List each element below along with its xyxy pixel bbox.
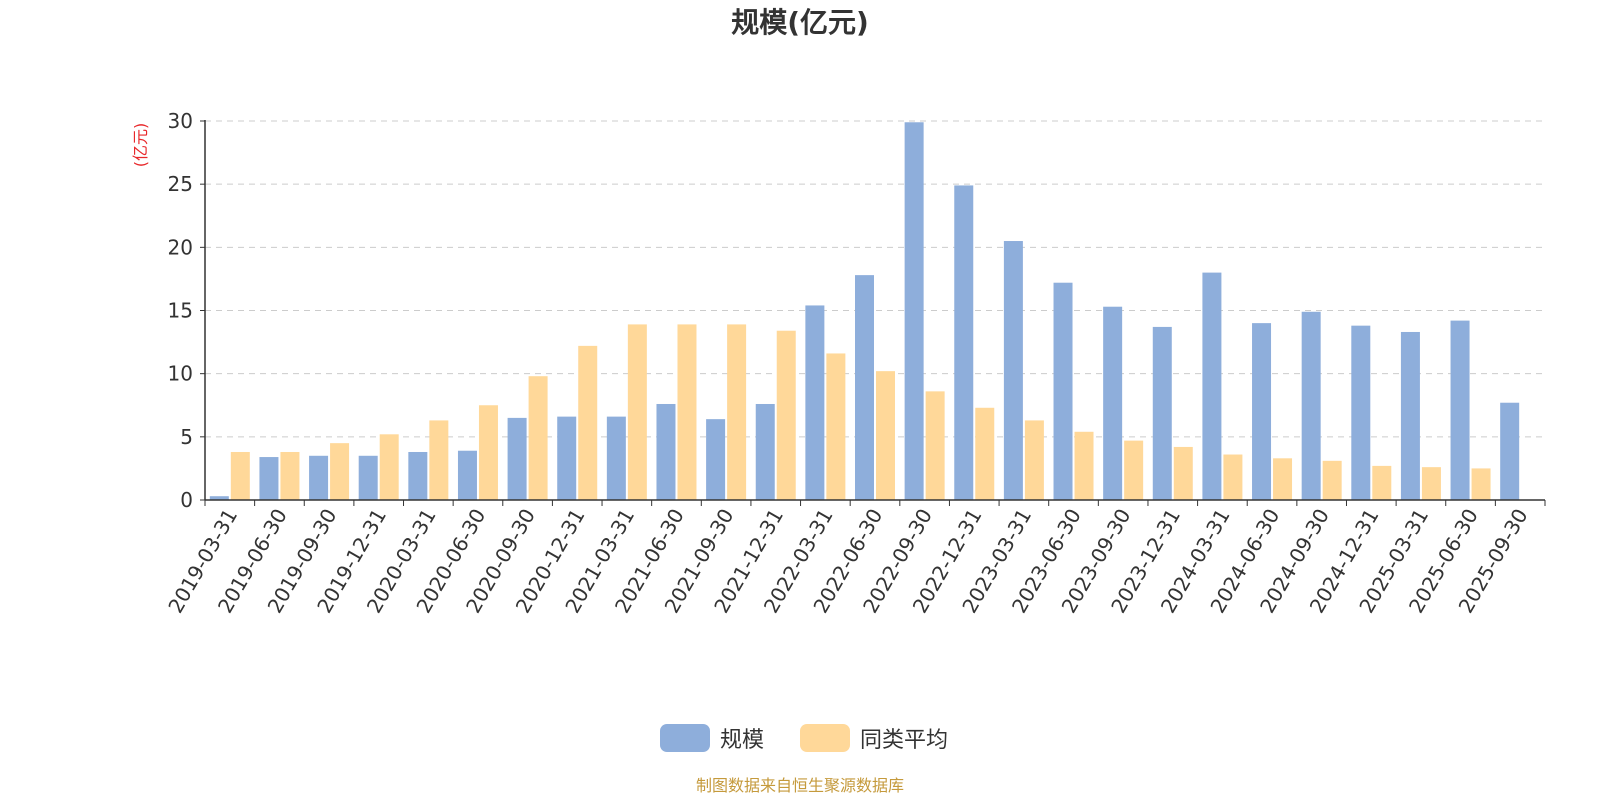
bar-guimo xyxy=(1450,320,1470,500)
bar-tonglei-pingjun xyxy=(727,324,747,500)
bar-guimo xyxy=(457,450,477,500)
bar-guimo xyxy=(805,305,825,500)
bar-guimo xyxy=(209,496,229,500)
bar-tonglei-pingjun xyxy=(1173,446,1193,500)
bar-tonglei-pingjun xyxy=(1322,460,1342,500)
bar-tonglei-pingjun xyxy=(826,353,846,500)
bar-guimo xyxy=(1500,402,1520,500)
gridlines xyxy=(205,120,1545,438)
bar-guimo xyxy=(507,417,527,500)
bar-tonglei-pingjun xyxy=(627,324,647,500)
bar-tonglei-pingjun xyxy=(1372,465,1392,500)
bar-guimo xyxy=(706,419,726,500)
bar-guimo xyxy=(904,122,924,500)
bar-guimo xyxy=(259,457,279,500)
bar-guimo xyxy=(1301,311,1321,500)
bar-guimo xyxy=(1103,306,1123,500)
bar-tonglei-pingjun xyxy=(478,405,498,500)
bar-tonglei-pingjun xyxy=(429,420,449,500)
legend: 规模 同类平均 xyxy=(660,724,948,753)
bar-guimo xyxy=(1053,282,1073,500)
source-note: 制图数据来自恒生聚源数据库 xyxy=(696,776,904,795)
bar-guimo xyxy=(1351,325,1371,500)
axes xyxy=(204,120,1545,501)
bar-tonglei-pingjun xyxy=(528,376,548,500)
y-tick-label: 20 xyxy=(168,235,193,259)
bar-tonglei-pingjun xyxy=(876,371,895,500)
bar-tonglei-pingjun xyxy=(677,324,697,500)
bar-guimo xyxy=(656,403,676,500)
bar-tonglei-pingjun xyxy=(975,407,995,500)
bar-tonglei-pingjun xyxy=(1471,468,1491,500)
chart-title: 规模(亿元) xyxy=(731,6,869,39)
bar-tonglei-pingjun xyxy=(379,434,399,500)
bar-tonglei-pingjun xyxy=(925,391,945,500)
bar-guimo xyxy=(1252,323,1272,500)
y-tick-label: 15 xyxy=(168,299,193,323)
bar-guimo xyxy=(1152,326,1172,500)
y-tick-label: 0 xyxy=(180,488,193,512)
y-axis-unit-label: (亿元) xyxy=(131,123,150,168)
bar-tonglei-pingjun xyxy=(776,330,796,500)
legend-swatch xyxy=(800,724,850,752)
bar-guimo xyxy=(954,185,974,500)
legend-label: 规模 xyxy=(720,728,764,753)
bar-tonglei-pingjun xyxy=(578,345,598,500)
bar-guimo xyxy=(1003,241,1023,500)
bar-guimo xyxy=(1400,331,1420,500)
legend-swatch xyxy=(660,724,710,752)
bar-tonglei-pingjun xyxy=(1074,431,1094,500)
bar-guimo xyxy=(1202,272,1222,500)
bar-tonglei-pingjun xyxy=(1223,454,1243,500)
bar-tonglei-pingjun xyxy=(1273,458,1293,500)
bar-guimo xyxy=(557,416,577,500)
bar-tonglei-pingjun xyxy=(1124,440,1144,500)
x-axis-ticks: 2019-03-312019-06-302019-09-302019-12-31… xyxy=(163,500,1546,617)
bar-tonglei-pingjun xyxy=(1421,467,1441,500)
bar-tonglei-pingjun xyxy=(1024,420,1044,500)
bar-guimo xyxy=(606,416,626,500)
bar-guimo xyxy=(855,275,874,500)
legend-label: 同类平均 xyxy=(860,728,948,753)
bar-tonglei-pingjun xyxy=(280,451,300,500)
y-axis-ticks: 0 5 10 15 20 25 30 xyxy=(168,109,205,512)
y-tick-label: 25 xyxy=(168,172,193,196)
bar-tonglei-pingjun xyxy=(230,451,250,500)
y-tick-label: 30 xyxy=(168,109,193,133)
y-tick-label: 10 xyxy=(168,362,193,386)
bar-guimo xyxy=(358,455,378,500)
bars xyxy=(209,122,1520,500)
bar-tonglei-pingjun xyxy=(330,443,350,500)
y-tick-label: 5 xyxy=(180,425,193,449)
bar-guimo xyxy=(408,451,428,500)
bar-guimo xyxy=(309,455,329,500)
bar-guimo xyxy=(755,403,775,500)
